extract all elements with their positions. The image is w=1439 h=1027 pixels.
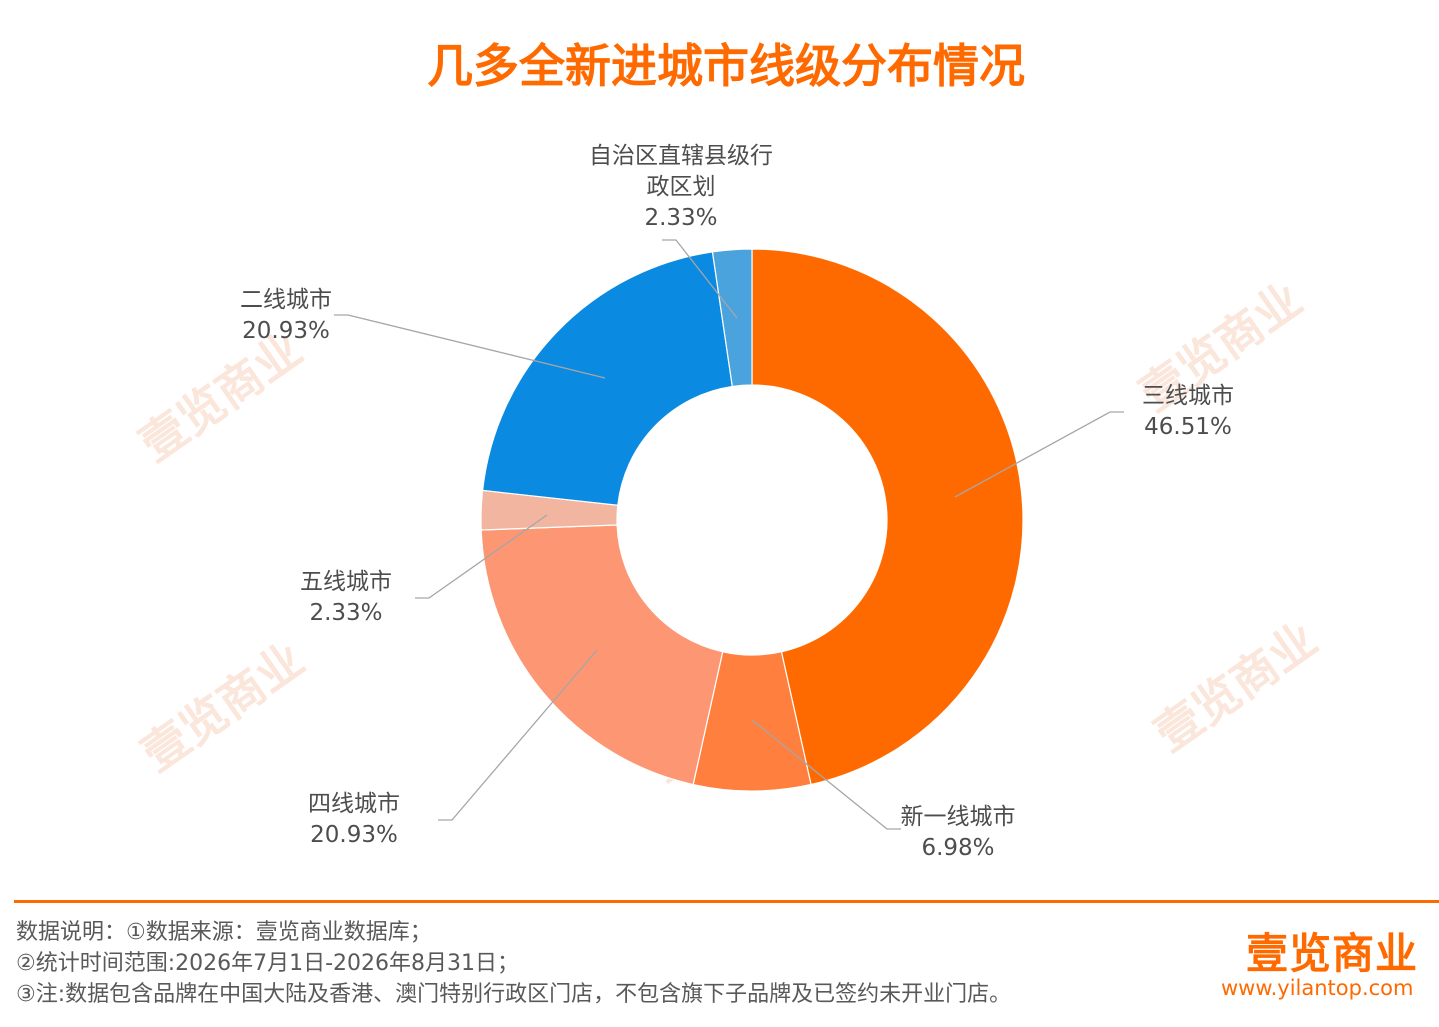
leader-lines (334, 239, 1124, 830)
slice-name-label: 自治区直辖县级行 (589, 143, 773, 169)
slice-value-label: 46.51% (1144, 414, 1232, 440)
note-line: ②统计时间范围:2026年7月1日-2026年8月31日； (16, 951, 520, 976)
slice-labels: 三线城市 46.51% 新一线城市 6.98% 四线城市 20.93% 五线城市 2.33% 二… (240, 143, 1234, 861)
chart-title: 几多全新进城市线级分布情况 (427, 39, 1025, 93)
slice-name-label: 四线城市 (308, 791, 400, 817)
footer-notes: 数据说明：①数据来源：壹览商业数据库； ②统计时间范围:2026年7月1日-20… (16, 917, 1011, 1010)
slice-name-label: 二线城市 (240, 287, 332, 313)
brand-url: www.yilantop.com (1221, 976, 1414, 1000)
slice-value-label: 2.33% (644, 205, 717, 231)
slice-name-label: 政区划 (647, 174, 716, 200)
leader-line (751, 719, 901, 830)
watermark-text: 壹览商业 (130, 322, 312, 472)
note-line: ③注:数据包含品牌在中国大陆及香港、澳门特别行政区门店，不包含旗下子品牌及已签约… (16, 982, 1012, 1007)
watermark-text: 壹览商业 (132, 632, 314, 782)
slice-name-label: 五线城市 (300, 569, 392, 595)
leader-line (954, 411, 1124, 498)
watermark-text: 壹览商业 (1145, 612, 1327, 762)
donut-chart: 几多全新进城市线级分布情况 壹览商业壹览商业壹览商业壹览商业壹览商业壹览商业 三… (130, 39, 1327, 861)
leader-line (415, 514, 548, 599)
slice-value-label: 20.93% (310, 822, 398, 848)
donut-slices (480, 248, 1024, 792)
donut-slice (751, 248, 1024, 786)
note-line: 数据说明：①数据来源：壹览商业数据库； (16, 920, 432, 945)
slice-name-label: 三线城市 (1142, 383, 1234, 409)
leader-line (334, 314, 606, 379)
donut-slice (481, 251, 733, 506)
brand-logo: 壹览商业 (1246, 929, 1419, 978)
donut-slice (480, 524, 724, 786)
slice-value-label: 2.33% (309, 600, 382, 626)
donut-slice (711, 248, 753, 388)
leader-line (662, 239, 738, 319)
slice-value-label: 20.93% (242, 318, 330, 344)
footer-divider (14, 900, 1439, 903)
slice-name-label: 新一线城市 (901, 804, 1016, 830)
leader-line (438, 649, 598, 821)
slice-value-label: 6.98% (921, 835, 994, 861)
